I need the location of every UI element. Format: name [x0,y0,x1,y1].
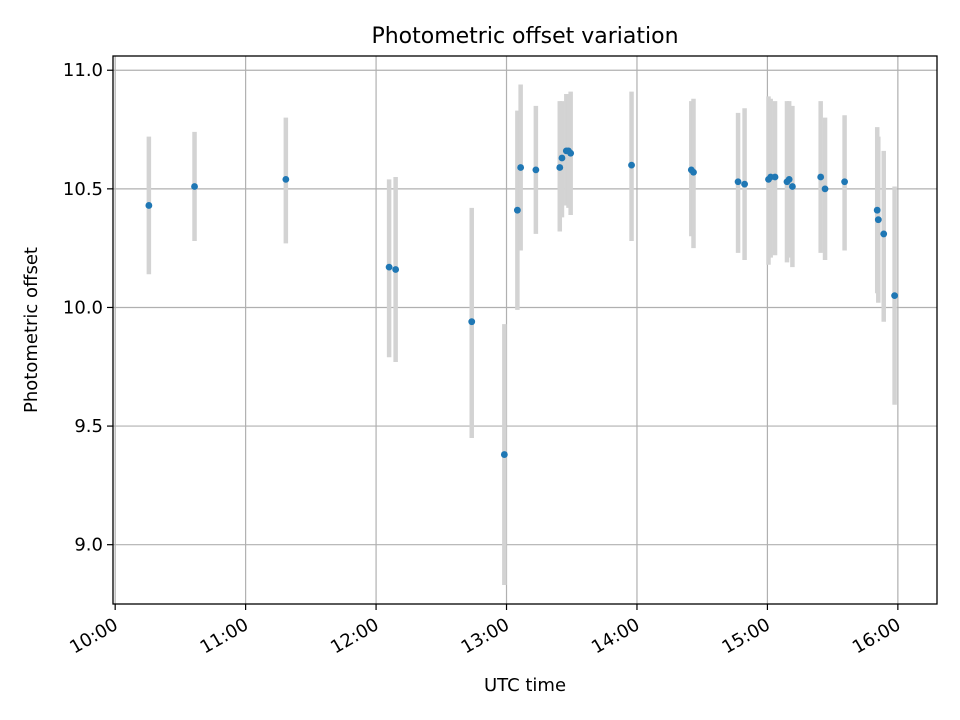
data-point [785,175,793,183]
data-point [690,168,697,176]
data-point [145,202,153,209]
y-tick-label: 11.0 [63,60,103,81]
data-point [771,173,779,181]
data-point [500,451,508,458]
y-tick-label: 10.5 [63,179,103,200]
data-point [821,185,829,193]
y-axis-label: Photometric offset [21,247,42,413]
data-point [191,183,198,190]
data-point [880,230,888,238]
y-tick-label: 9.0 [74,535,103,556]
data-point [532,166,540,174]
data-point [741,180,748,188]
data-point [734,178,742,186]
x-axis-label: UTC time [484,675,566,696]
data-point [817,173,825,181]
data-point [556,164,564,171]
data-point [874,216,882,224]
y-tick-label: 9.5 [74,416,103,437]
data-point [392,266,400,273]
data-point [841,178,848,186]
data-point [567,149,575,157]
chart-title: Photometric offset variation [371,24,678,49]
data-point [891,292,899,300]
data-points [145,147,899,458]
y-tick-label: 10.0 [63,297,103,318]
data-point [517,164,525,171]
data-point [468,318,476,326]
data-point [558,154,566,162]
data-point [513,206,521,214]
data-point [789,183,796,190]
data-point [385,263,393,271]
data-point [628,161,635,169]
plot-frame [112,55,938,605]
data-point [282,175,290,183]
data-point [873,206,881,214]
